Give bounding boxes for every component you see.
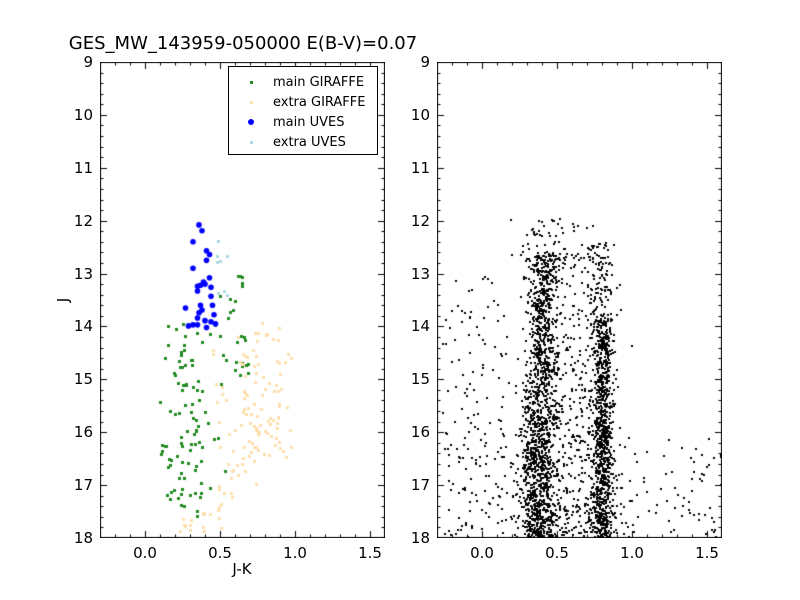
- legend-item-main-uves: main UVES: [229, 112, 377, 132]
- legend-label-extra-uves: extra UVES: [273, 134, 346, 150]
- x-tick-label-panel1: 0.0: [470, 544, 494, 562]
- x-tick-label-panel1: 1.5: [695, 544, 719, 562]
- y-tick-label-panel0: 16: [73, 423, 93, 442]
- right-plot: [437, 62, 722, 538]
- legend-item-extra-uves: extra UVES: [229, 132, 377, 152]
- legend-item-main-giraffe: main GIRAFFE: [229, 72, 377, 92]
- y-tick-label-panel0: 17: [73, 476, 93, 495]
- legend-handle: [229, 100, 273, 104]
- legend-handle: [229, 140, 273, 144]
- x-tick-label-panel0: 0.5: [208, 544, 232, 562]
- legend-item-extra-giraffe: extra GIRAFFE: [229, 92, 377, 112]
- legend-handle: [229, 119, 273, 125]
- y-tick-label-panel1: 13: [410, 264, 430, 283]
- legend-label-extra-giraffe: extra GIRAFFE: [273, 94, 366, 110]
- x-tick-label-panel0: 1.5: [358, 544, 382, 562]
- y-tick-label-panel0: 15: [73, 370, 93, 389]
- legend-label-main-giraffe: main GIRAFFE: [273, 74, 365, 90]
- y-tick-label-panel1: 14: [410, 317, 430, 336]
- y-tick-label-panel1: 10: [410, 105, 430, 124]
- plot-title: GES_MW_143959-050000 E(B-V)=0.07: [68, 33, 418, 54]
- x-tick-label-panel1: 1.0: [620, 544, 644, 562]
- x-tick-label-panel0: 1.0: [283, 544, 307, 562]
- y-tick-label-panel1: 17: [410, 476, 430, 495]
- y-tick-label-panel1: 16: [410, 423, 430, 442]
- right-plot-canvas: [437, 62, 722, 538]
- main-giraffe-marker-icon: [249, 80, 253, 84]
- y-axis-label: J: [54, 297, 72, 303]
- y-tick-label-panel0: 9: [83, 53, 93, 71]
- x-tick-label-panel1: 0.5: [545, 544, 569, 562]
- y-tick-label-panel0: 12: [73, 211, 93, 230]
- legend: main GIRAFFE extra GIRAFFE main UVES ext…: [228, 66, 378, 155]
- y-tick-label-panel1: 12: [410, 211, 430, 230]
- y-tick-label-panel1: 9: [420, 53, 430, 71]
- y-tick-label-panel0: 14: [73, 317, 93, 336]
- extra-giraffe-marker-icon: [249, 100, 253, 104]
- y-tick-label-panel0: 13: [73, 264, 93, 283]
- legend-label-main-uves: main UVES: [273, 114, 345, 130]
- x-tick-label-panel0: 0.0: [133, 544, 157, 562]
- y-tick-label-panel1: 11: [410, 158, 430, 177]
- extra-uves-marker-icon: [249, 140, 253, 144]
- y-tick-label-panel0: 10: [73, 105, 93, 124]
- y-tick-label-panel1: 15: [410, 370, 430, 389]
- x-axis-label: J-K: [232, 560, 252, 578]
- y-tick-label-panel0: 11: [73, 158, 93, 177]
- y-tick-label-panel1: 18: [410, 529, 430, 547]
- legend-handle: [229, 80, 273, 84]
- main-uves-marker-icon: [248, 119, 254, 125]
- y-tick-label-panel0: 18: [73, 529, 93, 547]
